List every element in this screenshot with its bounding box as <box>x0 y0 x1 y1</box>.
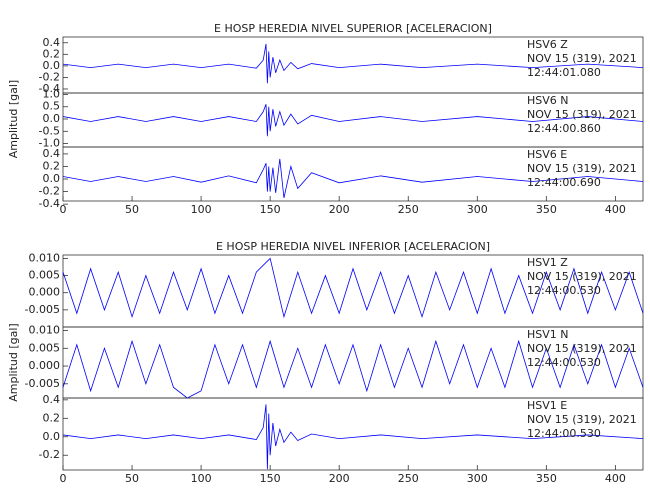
x-tick-label: 250 <box>398 472 419 485</box>
trace <box>62 43 644 84</box>
y-tick-label: 0.010 <box>29 251 61 264</box>
y-tick-label: -0.4 <box>39 82 60 95</box>
station-annotation: NOV 15 (319), 2021 <box>527 52 637 65</box>
trace <box>62 257 644 319</box>
x-tick-label: 250 <box>398 203 419 216</box>
x-tick-label: 350 <box>536 472 557 485</box>
x-tick-label: 400 <box>605 203 626 216</box>
y-tick-label: 0.000 <box>29 286 61 299</box>
y-tick-label: -0.2 <box>39 185 60 198</box>
y-tick-label: 0.4 <box>43 393 61 406</box>
x-tick-label: 100 <box>191 472 212 485</box>
x-tick-label: 150 <box>260 203 281 216</box>
station-annotation: 12:44:00.860 <box>527 122 601 135</box>
x-tick-label: 350 <box>536 203 557 216</box>
panel-frame <box>62 146 644 202</box>
trace <box>62 104 644 137</box>
chart-title: E HOSP HEREDIA NIVEL INFERIOR [ACELERACI… <box>216 240 490 253</box>
y-tick-label: 0.2 <box>43 159 61 172</box>
station-annotation: HSV1 N <box>527 328 569 341</box>
y-tick-label: -1.0 <box>39 137 60 150</box>
station-annotation: NOV 15 (319), 2021 <box>527 342 637 355</box>
chart-title: E HOSP HEREDIA NIVEL SUPERIOR [ACELERACI… <box>214 22 492 35</box>
station-annotation: 12:44:00.530 <box>527 284 601 297</box>
y-tick-label: 0.2 <box>43 47 61 60</box>
station-annotation: HSV6 E <box>527 148 567 161</box>
station-annotation: HSV6 Z <box>527 38 568 51</box>
y-tick-label: 0.0 <box>43 112 61 125</box>
x-tick-label: 300 <box>467 472 488 485</box>
x-tick-label: 50 <box>125 203 139 216</box>
y-tick-label: -0.2 <box>39 70 60 83</box>
trace <box>62 404 644 470</box>
x-tick-label: 0 <box>60 203 67 216</box>
station-annotation: NOV 15 (319), 2021 <box>527 270 637 283</box>
trace <box>62 158 644 198</box>
y-tick-label: 0.010 <box>29 324 61 337</box>
station-annotation: NOV 15 (319), 2021 <box>527 108 637 121</box>
station-annotation: HSV6 N <box>527 94 569 107</box>
station-annotation: NOV 15 (319), 2021 <box>527 413 637 426</box>
y-tick-label: 0.000 <box>29 359 61 372</box>
x-tick-label: 200 <box>329 203 350 216</box>
station-annotation: HSV1 Z <box>527 256 568 269</box>
station-annotation: 12:44:01.080 <box>527 66 601 79</box>
y-tick-label: 0.0 <box>43 430 61 443</box>
y-tick-label: 1.0 <box>43 87 61 100</box>
y-tick-label: -0.4 <box>39 197 60 210</box>
y-axis-label: Amplitud [gal] <box>7 323 20 401</box>
station-annotation: 12:44:00.690 <box>527 176 601 189</box>
y-tick-label: 0.005 <box>29 341 61 354</box>
x-tick-label: 100 <box>191 203 212 216</box>
y-tick-label: 0.5 <box>43 100 61 113</box>
y-tick-label: 0.0 <box>43 172 61 185</box>
y-axis-label: Amplitud [gal] <box>7 80 20 158</box>
station-annotation: NOV 15 (319), 2021 <box>527 162 637 175</box>
trace <box>62 339 644 399</box>
panel-frame <box>62 397 644 471</box>
station-annotation: 12:44:00.530 <box>527 427 601 440</box>
y-tick-label: 0.2 <box>43 411 61 424</box>
y-tick-label: -0.005 <box>25 303 60 316</box>
x-tick-label: 150 <box>260 472 281 485</box>
y-tick-label: -0.2 <box>39 448 60 461</box>
x-tick-label: 200 <box>329 472 350 485</box>
station-annotation: 12:44:00.530 <box>527 356 601 369</box>
y-tick-label: 0.4 <box>43 36 61 49</box>
x-tick-label: 0 <box>60 472 67 485</box>
x-tick-label: 50 <box>125 472 139 485</box>
y-tick-label: -0.005 <box>25 377 60 390</box>
x-tick-label: 400 <box>605 472 626 485</box>
y-tick-label: -0.5 <box>39 124 60 137</box>
station-annotation: HSV1 E <box>527 399 567 412</box>
y-tick-label: 0.005 <box>29 269 61 282</box>
y-tick-label: 0.4 <box>43 147 61 160</box>
y-tick-label: 0.0 <box>43 59 61 72</box>
x-tick-label: 300 <box>467 203 488 216</box>
